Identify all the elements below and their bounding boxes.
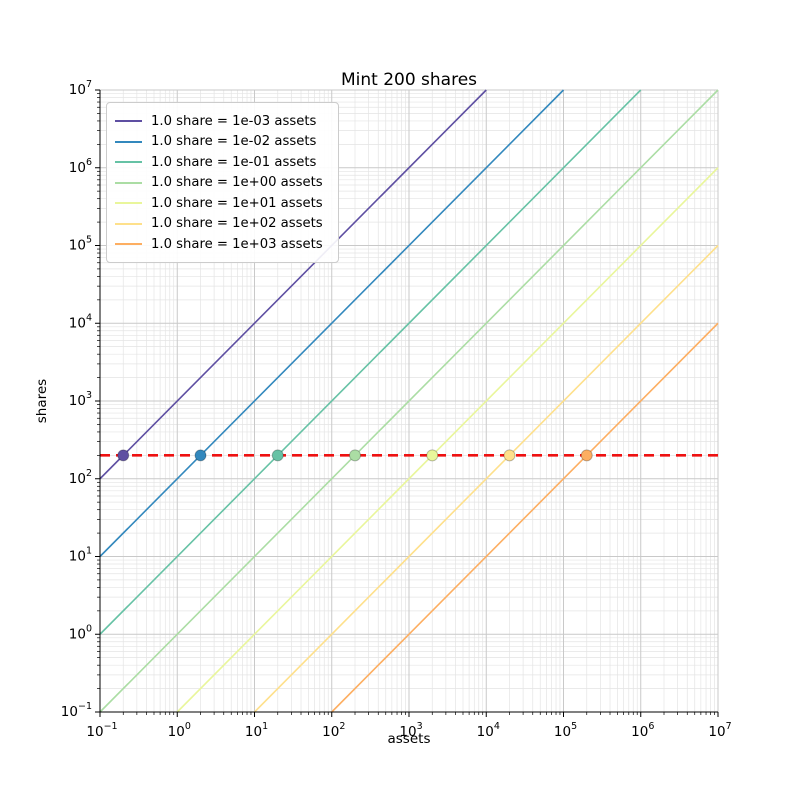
legend-item: 1.0 share = 1e+03 assets — [115, 234, 328, 255]
legend-label: 1.0 share = 1e-01 assets — [151, 154, 317, 170]
intersection-marker — [271, 449, 284, 462]
legend-label: 1.0 share = 1e+02 assets — [151, 216, 323, 232]
intersection-marker — [349, 449, 362, 462]
legend-line-swatch — [115, 140, 142, 143]
legend-item: 1.0 share = 1e-02 assets — [115, 132, 328, 153]
legend-line-swatch — [115, 161, 142, 164]
y-tick-label: 103 — [69, 390, 92, 409]
legend-label: 1.0 share = 1e-03 assets — [151, 113, 317, 129]
y-tick-label: 101 — [69, 546, 92, 565]
y-tick-label: 106 — [69, 157, 92, 176]
x-axis-label: assets — [387, 731, 431, 747]
y-axis-label: shares — [34, 378, 50, 424]
legend-line-swatch — [115, 181, 142, 184]
legend-label: 1.0 share = 1e+01 assets — [151, 195, 323, 211]
legend-item: 1.0 share = 1e-01 assets — [115, 152, 328, 173]
chart-title: Mint 200 shares — [340, 70, 478, 90]
y-tick-label: 105 — [69, 235, 92, 254]
y-tick-label: 102 — [69, 468, 92, 487]
exchange-rate-line — [99, 89, 642, 635]
y-tick-label: 10−1 — [61, 701, 92, 720]
legend-item: 1.0 share = 1e+02 assets — [115, 214, 328, 235]
intersection-marker — [580, 449, 593, 462]
y-tick-label: 107 — [69, 79, 92, 98]
exchange-rate-line — [253, 244, 719, 713]
legend-item: 1.0 share = 1e+01 assets — [115, 193, 328, 214]
legend-label: 1.0 share = 1e-02 assets — [151, 134, 317, 150]
exchange-rate-line — [99, 89, 719, 713]
intersection-marker — [194, 449, 207, 462]
legend-item: 1.0 share = 1e-03 assets — [115, 111, 328, 132]
intersection-marker — [503, 449, 516, 462]
y-tick-label: 100 — [69, 623, 92, 642]
legend-line-swatch — [115, 120, 142, 123]
legend-line-swatch — [115, 222, 142, 225]
legend-label: 1.0 share = 1e+03 assets — [151, 236, 323, 252]
legend-line-swatch — [115, 202, 142, 205]
exchange-rate-line — [99, 89, 565, 558]
exchange-rate-line — [176, 167, 719, 713]
legend-item: 1.0 share = 1e+00 assets — [115, 173, 328, 194]
exchange-rate-line — [331, 322, 719, 713]
intersection-marker — [117, 449, 130, 462]
y-tick-label: 104 — [69, 312, 92, 331]
legend: 1.0 share = 1e-03 assets 1.0 share = 1e-… — [106, 102, 339, 263]
legend-label: 1.0 share = 1e+00 assets — [151, 175, 323, 191]
legend-line-swatch — [115, 243, 142, 246]
exchange-rate-line — [99, 89, 487, 480]
intersection-marker — [426, 449, 439, 462]
